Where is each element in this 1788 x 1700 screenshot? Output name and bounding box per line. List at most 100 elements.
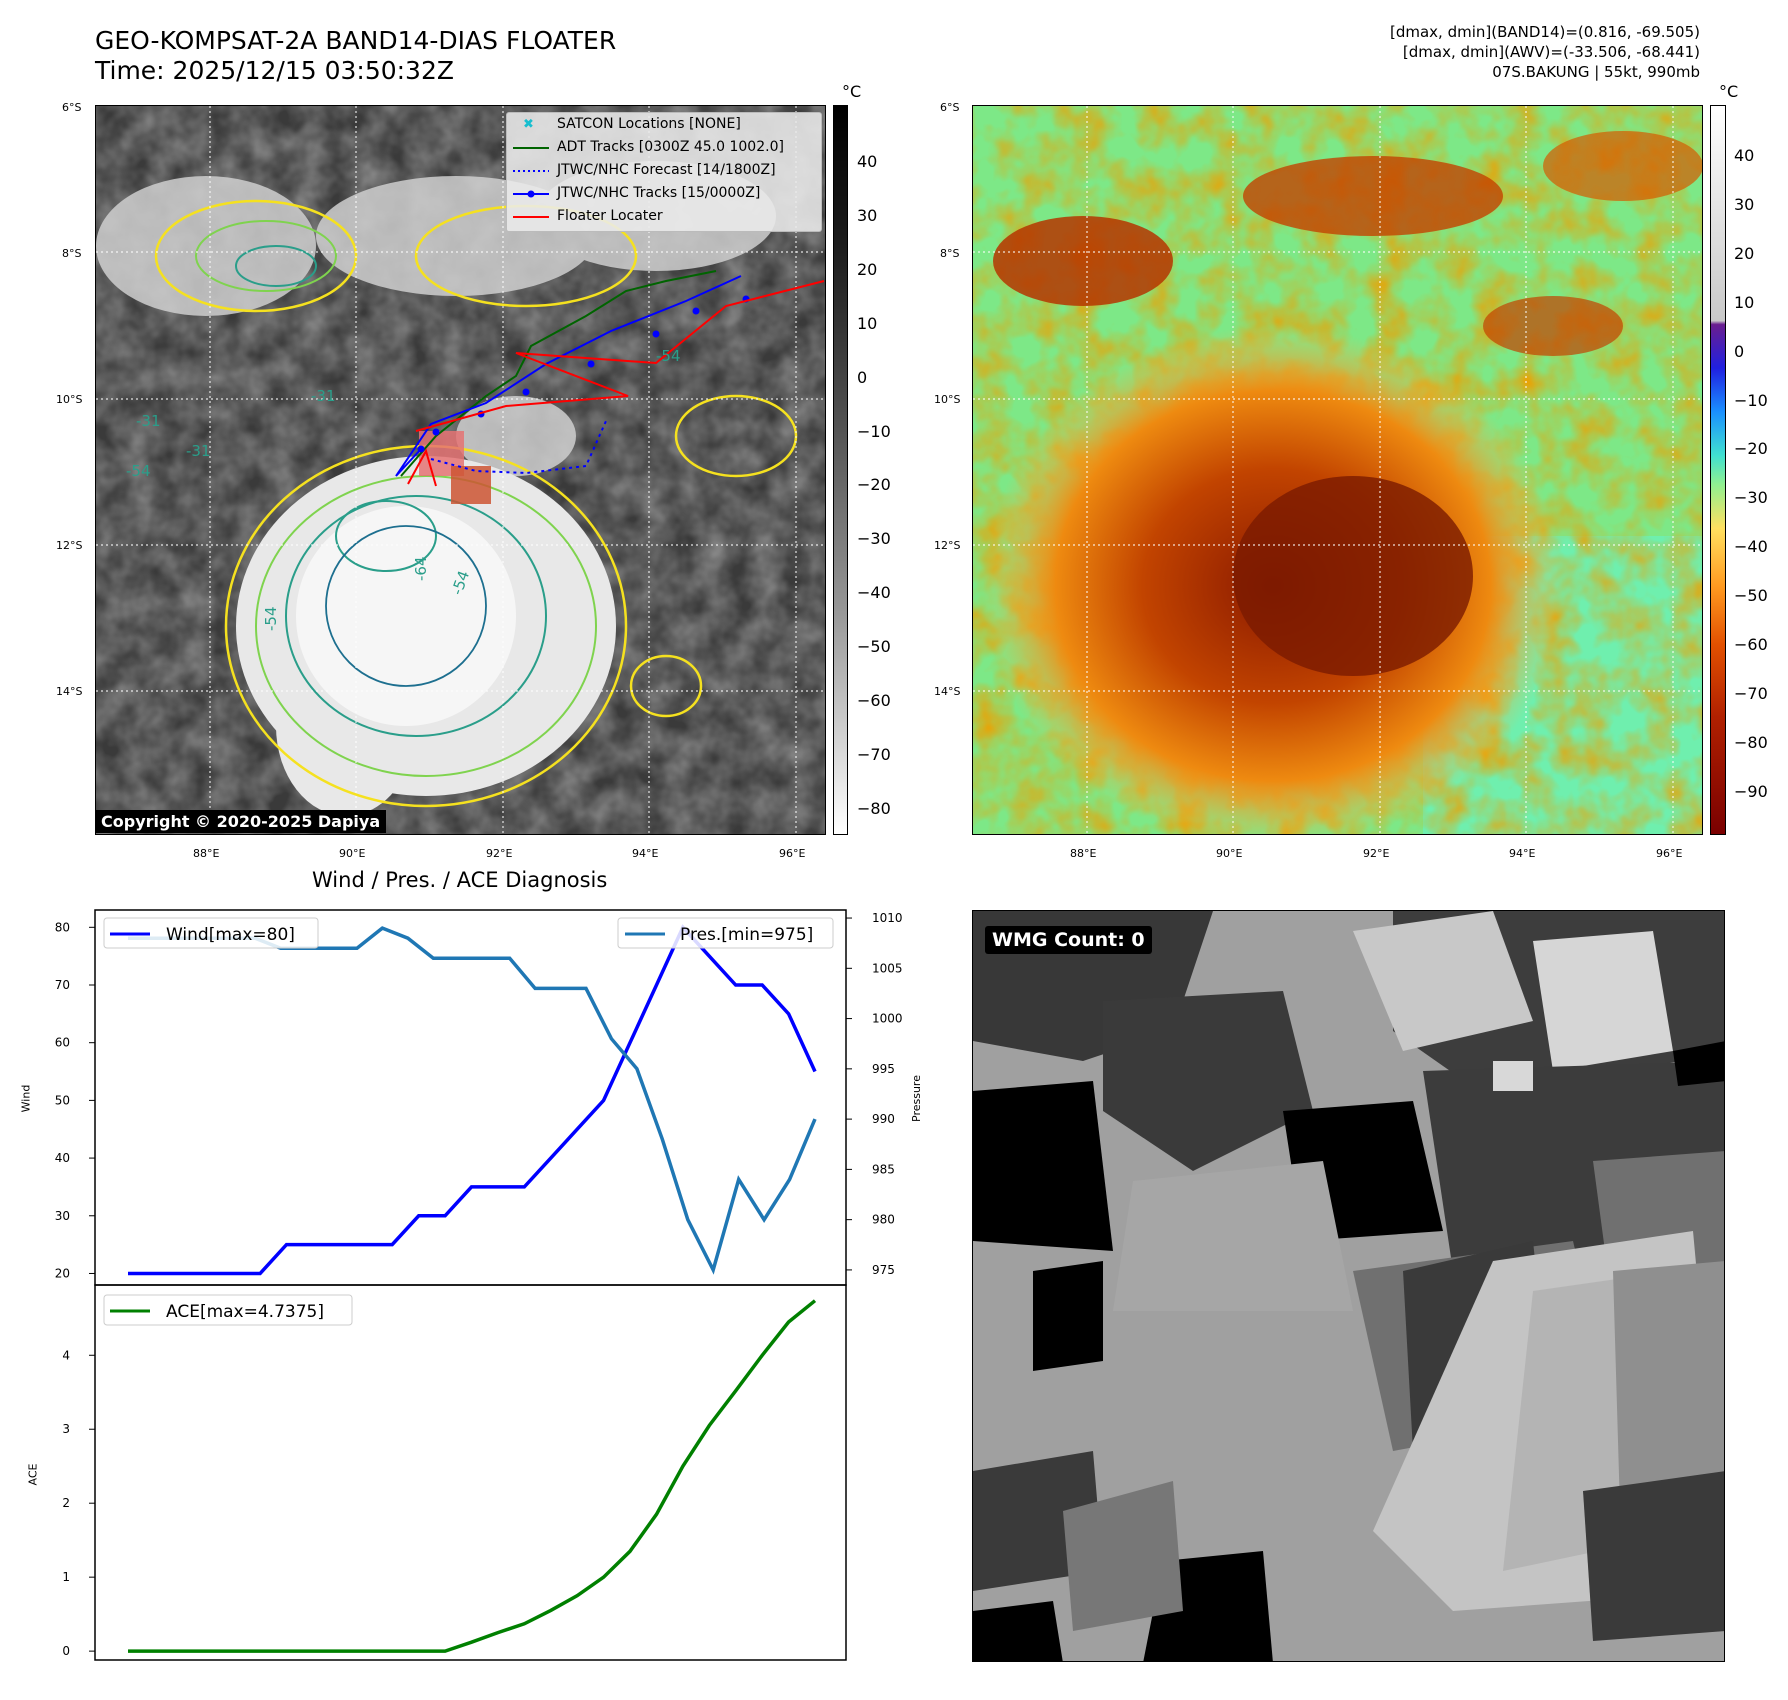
lon-label: 88°E bbox=[1070, 847, 1097, 860]
lat-label: 14°S bbox=[56, 685, 83, 698]
colorbar-tick-label: −20 bbox=[857, 475, 891, 495]
legend-item-floater: Floater Locater bbox=[507, 205, 821, 228]
colorbar-tick-label: 20 bbox=[857, 259, 878, 279]
y-tick-label: 1 bbox=[62, 1570, 70, 1584]
lat-label: 12°S bbox=[56, 539, 83, 552]
line-marker-icon bbox=[513, 216, 549, 218]
wmg-image bbox=[973, 911, 1724, 1661]
contour-label: -54 bbox=[126, 462, 151, 480]
storm-info: [dmax, dmin](BAND14)=(0.816, -69.505) [d… bbox=[1390, 22, 1700, 82]
colorbar-tick-label: −60 bbox=[857, 691, 891, 710]
y2-tick-label: 990 bbox=[872, 1112, 895, 1126]
wind-axes bbox=[94, 909, 847, 1286]
y2-tick-label: 1005 bbox=[872, 961, 903, 975]
lon-label: 96°E bbox=[779, 847, 806, 860]
contour-label: -54 bbox=[262, 607, 280, 632]
y-tick-label: 40 bbox=[55, 1151, 70, 1165]
lat-label: 10°S bbox=[56, 393, 83, 406]
y2-tick-label: 985 bbox=[872, 1162, 895, 1176]
colorbar-tick-label: 0 bbox=[857, 367, 868, 387]
colorbar-tick-label: 30 bbox=[1734, 194, 1755, 214]
y2-tick-label: 1010 bbox=[872, 911, 903, 925]
figure-title: GEO-KOMPSAT-2A BAND14-DIAS FLOATER Time:… bbox=[95, 26, 616, 86]
colorbar-tick-label: −20 bbox=[1734, 439, 1768, 459]
wind-legend: Wind[max=80] bbox=[103, 917, 319, 949]
y2-tick-label: 975 bbox=[872, 1263, 895, 1277]
y-tick-label: 2 bbox=[62, 1496, 70, 1510]
colorbar-tick-label: 0 bbox=[1734, 341, 1745, 361]
y-tick-label: 50 bbox=[55, 1093, 70, 1107]
y-tick-label: 60 bbox=[55, 1036, 70, 1050]
ace-series-line bbox=[128, 1299, 817, 1653]
colorbar-tick-label: −60 bbox=[1734, 635, 1768, 654]
lat-label: 6°S bbox=[62, 101, 82, 114]
wmg-panel: WMG Count: 0 bbox=[972, 910, 1725, 1662]
lat-label: 8°S bbox=[62, 247, 82, 260]
contour-label: -31 bbox=[311, 387, 336, 405]
contour-label: -31 bbox=[186, 442, 211, 460]
wind-legend-label: Wind[max=80] bbox=[166, 925, 295, 945]
lon-label: 92°E bbox=[486, 847, 513, 860]
lon-label: 94°E bbox=[632, 847, 659, 860]
awv-map bbox=[972, 105, 1703, 835]
line-dot-icon bbox=[513, 190, 549, 198]
colorbar-tick-label: −70 bbox=[857, 744, 891, 764]
pressure-legend: Pres.[min=975] bbox=[617, 917, 834, 949]
y-tick-label: 30 bbox=[55, 1209, 70, 1223]
lon-label: 96°E bbox=[1656, 847, 1683, 860]
wind-series-line bbox=[128, 924, 817, 1276]
lat-label: 8°S bbox=[940, 247, 960, 260]
colorbar-tick-label: 10 bbox=[857, 313, 878, 333]
contour-label: -31 bbox=[136, 412, 161, 430]
wmg-count-badge: WMG Count: 0 bbox=[985, 926, 1152, 954]
colorbar-tick-label: −40 bbox=[857, 583, 891, 603]
lon-label: 90°E bbox=[1216, 847, 1243, 860]
colorbar-tick-label: 40 bbox=[1734, 146, 1755, 165]
cbar2-unit: °C bbox=[1719, 82, 1739, 101]
ace-legend: ACE[max=4.7375] bbox=[103, 1294, 353, 1326]
band14-map: -31 -54 -64 -54 -31 -54 -31 -54 ✖ SATCON… bbox=[95, 105, 826, 835]
y-tick-label: 80 bbox=[55, 920, 70, 934]
y-tick-label: 3 bbox=[62, 1422, 70, 1436]
lat-label: 14°S bbox=[934, 685, 961, 698]
diagnosis-chart: 2030405060708097598098599099510001005101… bbox=[55, 909, 903, 1661]
contour-label: -54 bbox=[656, 347, 681, 365]
title-line2: Time: 2025/12/15 03:50:32Z bbox=[95, 56, 454, 85]
pressure-axis-label: Pressure bbox=[909, 1075, 923, 1122]
info-line1: [dmax, dmin](BAND14)=(0.816, -69.505) bbox=[1389, 23, 1700, 41]
lat-label: 6°S bbox=[940, 101, 960, 114]
legend-item-tracks: JTWC/NHC Tracks [15/0000Z] bbox=[507, 182, 821, 205]
colorbar-tick-label: −80 bbox=[857, 798, 891, 818]
lat-label: 12°S bbox=[934, 539, 961, 552]
ace-axis-label: ACE bbox=[26, 1463, 40, 1486]
colorbar-tick-label: −50 bbox=[857, 637, 891, 657]
colorbar-tick-label: −90 bbox=[1734, 781, 1768, 801]
copyright-badge: Copyright © 2020-2025 Dapiya bbox=[95, 810, 387, 833]
colorbar-tick-label: −30 bbox=[1734, 488, 1768, 508]
colorbar-tick-label: −30 bbox=[857, 529, 891, 549]
lon-label: 94°E bbox=[1509, 847, 1536, 860]
y-tick-label: 70 bbox=[55, 978, 70, 992]
colorbar-tick-label: −10 bbox=[1734, 390, 1768, 410]
y2-tick-label: 995 bbox=[872, 1062, 895, 1076]
cbar1-unit: °C bbox=[842, 82, 862, 101]
colorbar-tick-label: 40 bbox=[857, 152, 878, 171]
ace-axes bbox=[94, 1284, 847, 1661]
colorbar-tick-label: −80 bbox=[1734, 732, 1768, 752]
colorbar-tick-label: 10 bbox=[1734, 292, 1755, 312]
colorbar-tick-label: −50 bbox=[1734, 586, 1768, 606]
contour-label: -64 bbox=[412, 557, 430, 582]
y-tick-label: 20 bbox=[55, 1266, 70, 1280]
awv-colorbar bbox=[1710, 105, 1726, 835]
colorbar-tick-label: 30 bbox=[857, 205, 878, 225]
legend-item-forecast: JTWC/NHC Forecast [14/1800Z] bbox=[507, 159, 821, 182]
line-marker-icon bbox=[513, 147, 549, 149]
lon-label: 88°E bbox=[193, 847, 220, 860]
info-line2: [dmax, dmin](AWV)=(-33.506, -68.441) bbox=[1402, 43, 1700, 61]
colorbar-tick-label: 20 bbox=[1734, 243, 1755, 263]
y2-tick-label: 980 bbox=[872, 1213, 895, 1227]
band14-colorbar bbox=[833, 105, 848, 835]
map-legend: ✖ SATCON Locations [NONE] ADT Tracks [03… bbox=[506, 112, 822, 232]
diagnosis-title: Wind / Pres. / ACE Diagnosis bbox=[312, 868, 608, 892]
y-tick-label: 0 bbox=[62, 1644, 70, 1658]
